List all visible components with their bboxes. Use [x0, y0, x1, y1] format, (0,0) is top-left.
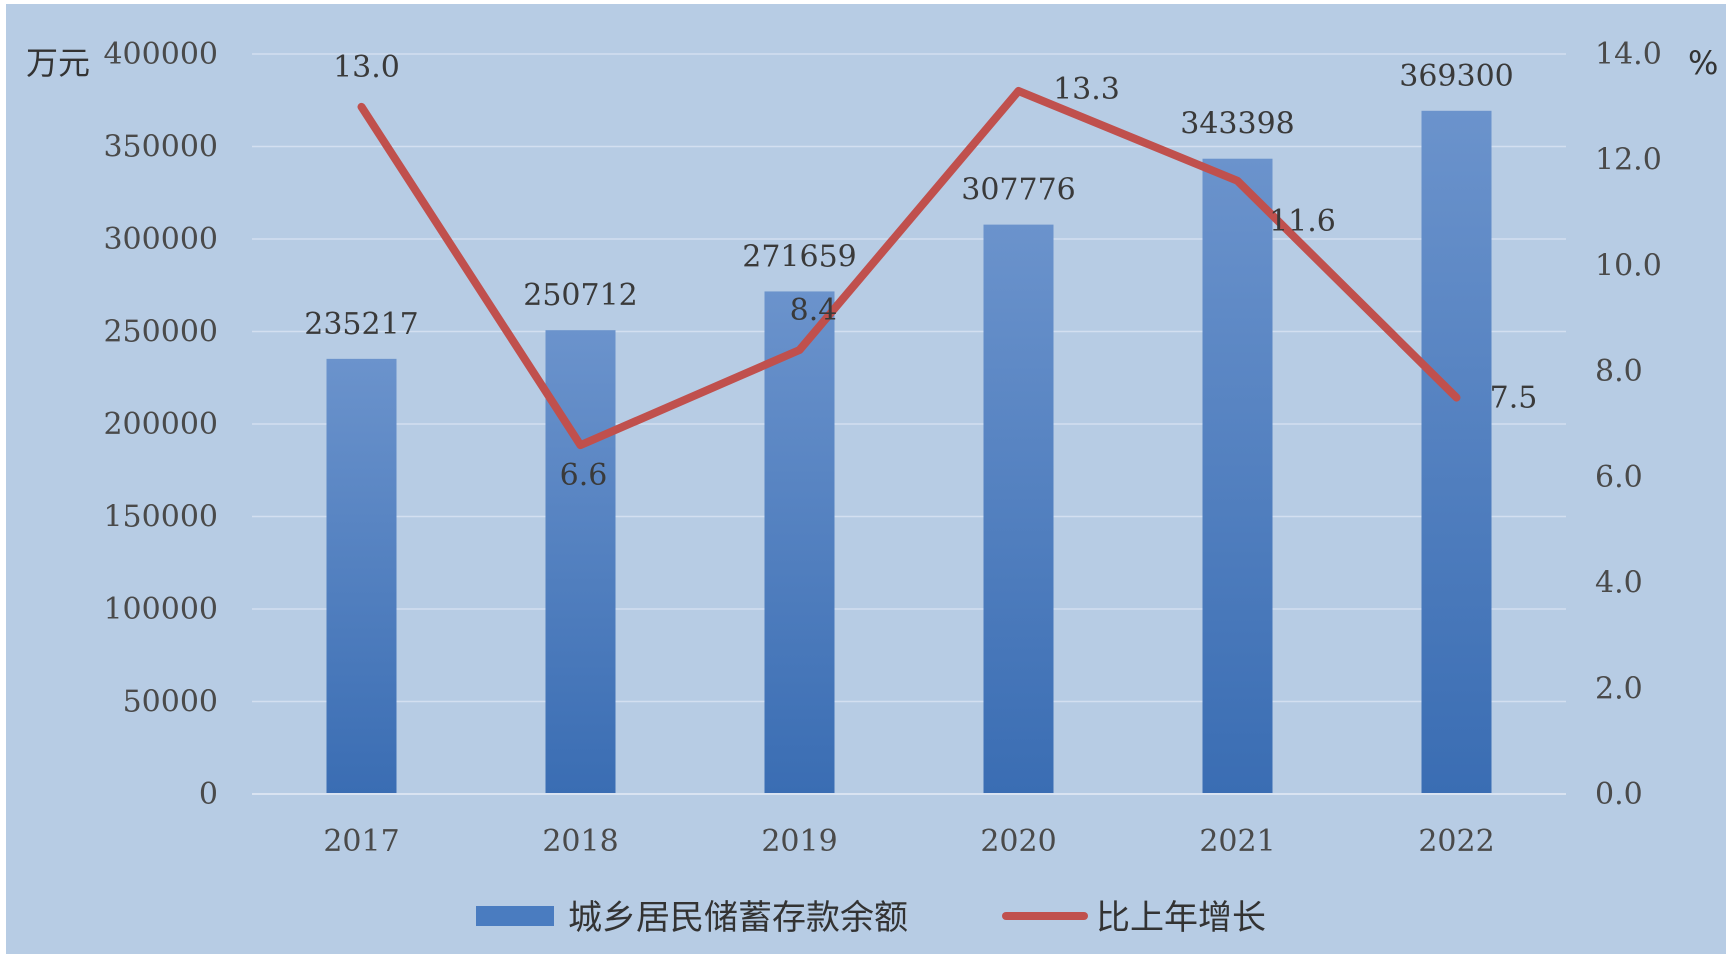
right-axis-tick-label: 12.0: [1595, 143, 1662, 178]
legend: 城乡居民储蓄存款余额 比上年增长: [476, 898, 1266, 938]
left-axis-tick-label: 250000: [103, 315, 218, 350]
left-axis-tick-label: 350000: [103, 130, 218, 165]
left-axis-tick-label: 50000: [123, 685, 218, 720]
legend-line-label: 比上年增长: [1096, 898, 1266, 938]
growth-line: [357, 87, 1461, 450]
x-axis-tick-label: 2017: [323, 824, 399, 859]
legend-bar-swatch: [476, 906, 554, 926]
bar-data-label: 307776: [961, 173, 1076, 208]
right-axis-tick-label: 2.0: [1595, 671, 1643, 706]
right-axis-tick-label: 8.0: [1595, 354, 1643, 389]
left-axis-tick-label: 400000: [103, 37, 218, 72]
right-axis-tick-label: 4.0: [1595, 566, 1643, 601]
left-axis-tick-label: 0: [199, 777, 218, 812]
bar-data-label: 250712: [523, 278, 638, 313]
left-axis-tick-label: 200000: [103, 407, 218, 442]
bar: [983, 224, 1054, 795]
x-axis-tick-label: 2019: [761, 824, 837, 859]
bar-data-label: 369300: [1399, 59, 1514, 94]
line-data-label: 7.5: [1490, 381, 1538, 416]
bar-data-label: 235217: [304, 307, 419, 342]
bar: [1202, 158, 1273, 795]
bar: [1421, 110, 1492, 795]
bar: [326, 358, 397, 794]
x-axis-tick-label: 2020: [980, 824, 1056, 859]
right-axis-unit: %: [1688, 44, 1718, 82]
line-data-label: 13.0: [333, 50, 400, 85]
bar: [764, 291, 835, 794]
legend-bar-label: 城乡居民储蓄存款余额: [568, 898, 908, 938]
right-axis-tick-label: 10.0: [1595, 248, 1662, 283]
right-axis-tick-label: 14.0: [1595, 37, 1662, 72]
x-axis-tick-label: 2022: [1418, 824, 1494, 859]
right-axis-tick-label: 6.0: [1595, 460, 1643, 495]
line-data-label: 11.6: [1269, 204, 1336, 239]
bar-data-label: 271659: [742, 239, 857, 274]
right-axis-tick-label: 0.0: [1595, 777, 1643, 812]
left-axis-tick-label: 100000: [103, 592, 218, 627]
x-axis-tick-label: 2021: [1199, 824, 1275, 859]
bar-data-label: 343398: [1180, 107, 1295, 142]
x-axis-tick-label: 2018: [542, 824, 618, 859]
left-axis-tick-label: 150000: [103, 500, 218, 535]
left-axis-tick-label: 300000: [103, 222, 218, 257]
line-data-label: 13.3: [1053, 72, 1120, 107]
left-axis-unit: 万元: [26, 44, 90, 82]
bar: [545, 330, 616, 794]
line-data-label: 8.4: [790, 293, 838, 328]
line-data-label: 6.6: [560, 458, 608, 493]
